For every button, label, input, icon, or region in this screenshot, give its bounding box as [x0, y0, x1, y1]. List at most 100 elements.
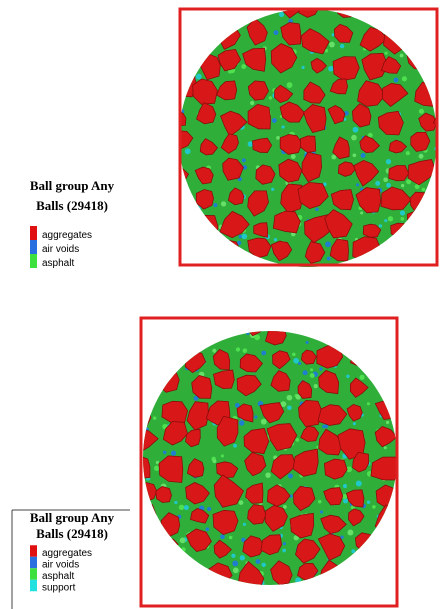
aggregate [195, 273, 215, 294]
particle [216, 246, 221, 251]
particle [356, 480, 362, 486]
particle [195, 334, 200, 339]
particle [400, 217, 404, 221]
figure: Ball group AnyBalls (29418)aggregatesair… [0, 0, 440, 609]
particle [394, 77, 399, 82]
particle [351, 135, 357, 141]
aggregate [378, 241, 401, 266]
particle [338, 567, 343, 572]
legend-title: Balls (29418) [36, 198, 108, 213]
particle [379, 224, 382, 227]
particle [153, 416, 157, 420]
legend-swatch [30, 557, 37, 569]
particle [391, 18, 395, 22]
particle [151, 346, 155, 350]
particle [360, 211, 363, 214]
aggregate [400, 598, 422, 609]
aggregate [172, 267, 193, 282]
aggregate [408, 429, 421, 443]
aggregate [134, 568, 157, 585]
aggregate [375, 561, 393, 577]
aggregate [401, 534, 429, 558]
particle [220, 534, 225, 539]
particle [182, 242, 187, 247]
particle [404, 224, 410, 230]
aggregate [280, 274, 300, 292]
aggregate [391, 223, 407, 238]
particle [343, 484, 347, 488]
particle [227, 13, 232, 18]
particle [261, 563, 265, 567]
particle [190, 205, 195, 210]
aggregate [162, 589, 179, 605]
particle [375, 181, 380, 186]
legend-swatch [30, 580, 37, 592]
particle [228, 14, 232, 18]
particle [351, 549, 355, 553]
particle [370, 356, 375, 361]
particle [403, 37, 407, 41]
particle [281, 125, 284, 128]
particle [200, 22, 205, 27]
aggregate [410, 192, 430, 212]
particle [238, 254, 244, 260]
particle [242, 158, 246, 162]
particle [274, 30, 279, 35]
particle [293, 358, 299, 364]
particle [151, 391, 156, 396]
particle [177, 339, 182, 344]
aggregate [327, 323, 343, 338]
particle [154, 466, 159, 471]
particle [385, 381, 390, 386]
particle [306, 330, 310, 334]
aggregate [410, 321, 428, 335]
particle [183, 84, 188, 89]
aggregate [245, 263, 264, 287]
aggregate [266, 327, 287, 345]
particle [288, 473, 293, 478]
particle [422, 254, 425, 257]
particle [367, 402, 370, 405]
particle [213, 459, 217, 463]
particle [404, 228, 410, 234]
particle [221, 454, 224, 457]
particle [229, 536, 232, 539]
particle [255, 559, 260, 564]
aggregate [273, 211, 300, 233]
particle [192, 574, 196, 578]
particle [310, 368, 313, 371]
particle [401, 184, 404, 187]
particle [182, 229, 187, 234]
aggregate [183, 568, 197, 584]
particle [243, 523, 246, 526]
aggregate [159, 204, 190, 237]
particle [329, 42, 335, 48]
legend-swatch [30, 568, 37, 580]
particle [384, 575, 389, 580]
particle [271, 188, 274, 191]
particle [347, 530, 353, 536]
particle [221, 27, 225, 31]
particle [319, 367, 322, 370]
aggregate [376, 534, 394, 550]
particle [353, 127, 359, 133]
particle [155, 521, 160, 526]
particle [246, 332, 249, 335]
particle [180, 537, 186, 543]
legend-swatch [30, 226, 37, 240]
particle [144, 528, 147, 531]
legend-label: air voids [42, 560, 79, 571]
particle [302, 66, 305, 69]
particle [325, 241, 331, 247]
particle [231, 24, 236, 29]
legend-label: asphalt [42, 258, 74, 269]
particle [233, 444, 237, 448]
particle [402, 76, 407, 81]
particle [427, 197, 433, 203]
particle [327, 257, 331, 261]
particle [241, 64, 246, 69]
particle [400, 54, 404, 58]
particle [403, 35, 408, 40]
particle [388, 216, 393, 221]
particle [206, 527, 210, 531]
